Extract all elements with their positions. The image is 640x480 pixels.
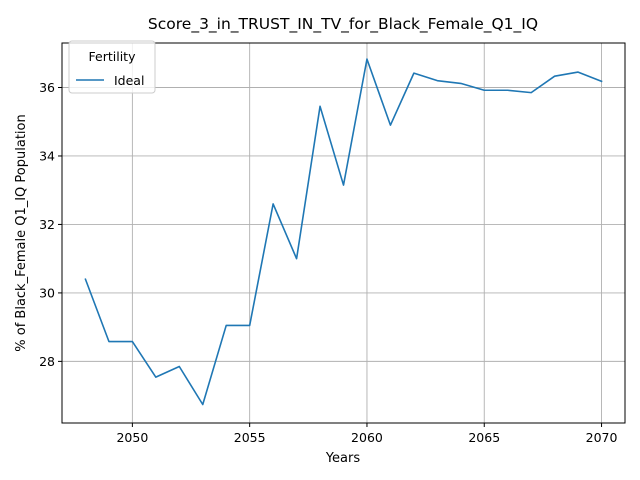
- y-axis-label: % of Black_Female Q1_IQ Population: [14, 114, 29, 351]
- legend-title: Fertility: [89, 49, 137, 64]
- y-tick-label: 30: [39, 285, 55, 300]
- grid-lines: [62, 43, 625, 423]
- legend-entry-ideal: Ideal: [114, 73, 144, 88]
- y-tick-label: 36: [39, 80, 55, 95]
- x-tick-label: 2055: [234, 430, 266, 445]
- y-tick-label: 32: [39, 217, 55, 232]
- plot-frame: [61, 42, 626, 424]
- x-tick-label: 2070: [586, 430, 618, 445]
- x-axis-ticks: 2050 2055 2060 2065 2070: [116, 423, 617, 445]
- x-tick-label: 2065: [468, 430, 500, 445]
- chart-title: Score_3_in_TRUST_IN_TV_for_Black_Female_…: [148, 15, 538, 34]
- x-tick-label: 2060: [351, 430, 383, 445]
- y-tick-label: 34: [39, 148, 55, 163]
- series-line-ideal: [84, 58, 603, 406]
- series-layer: [84, 58, 603, 406]
- y-axis-ticks: 28 30 32 34 36: [39, 80, 62, 369]
- x-axis-label: Years: [325, 451, 361, 466]
- x-tick-label: 2050: [116, 430, 148, 445]
- legend: Fertility Ideal: [68, 40, 156, 94]
- y-tick-label: 28: [39, 354, 55, 369]
